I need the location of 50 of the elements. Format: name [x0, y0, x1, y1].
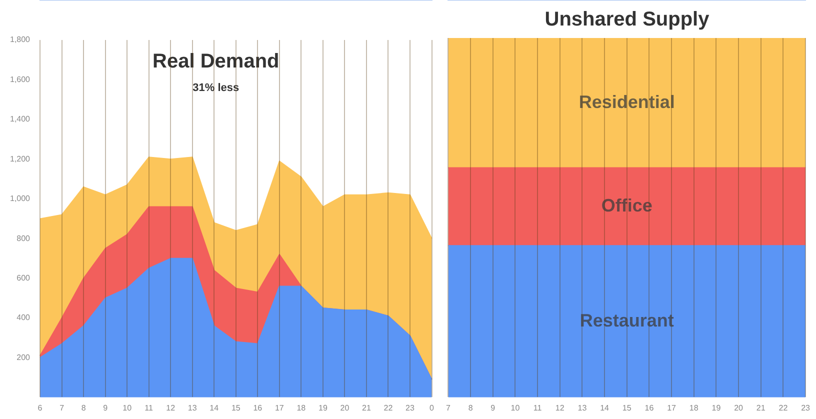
x-tick-label: 18: [296, 403, 306, 412]
x-tick-label: 9: [103, 403, 108, 412]
x-tick-label: 17: [274, 403, 284, 412]
text: Real Demand: [152, 50, 280, 73]
x-tick-label: 19: [712, 403, 722, 412]
y-tick-label: 1,400: [10, 114, 31, 124]
x-tick-label: 16: [644, 403, 654, 412]
x-tick-label: 12: [555, 403, 565, 412]
y-tick-label: 400: [16, 313, 31, 322]
x-tick-label: 10: [122, 403, 132, 412]
x-tick-label: 20: [340, 403, 350, 412]
x-tick-label: 14: [210, 403, 220, 412]
y-tick-label: 1,800: [10, 35, 31, 44]
x-tick-label: 9: [490, 403, 496, 412]
y-tick-label: 1,000: [10, 194, 31, 204]
x-tick-label: 16: [253, 403, 263, 412]
x-tick-label: 13: [578, 403, 588, 412]
x-tick-label: 0: [430, 403, 435, 412]
x-tick-label: 20: [734, 403, 744, 412]
x-tick-label: 22: [778, 403, 788, 412]
y-tick-label: 600: [16, 273, 31, 282]
x-tick-label: 19: [318, 403, 328, 412]
x-tick-label: 17: [667, 403, 677, 412]
x-tick-label: 23: [801, 403, 811, 412]
x-tick-label: 15: [231, 403, 241, 412]
series-label: Office: [601, 196, 652, 216]
x-tick-label: 7: [60, 403, 65, 412]
text: 31% less: [192, 82, 240, 94]
x-tick-label: 7: [446, 403, 451, 412]
x-tick-label: 11: [533, 403, 542, 412]
y-tick-label: 1,200: [10, 154, 31, 164]
x-tick-label: 14: [600, 403, 610, 412]
x-tick-label: 11: [144, 403, 154, 412]
x-tick-label: 21: [756, 403, 766, 412]
x-tick-label: 6: [38, 403, 43, 412]
series-label: Residential: [578, 92, 675, 112]
x-tick-label: 8: [468, 403, 474, 412]
x-tick-label: 13: [188, 403, 198, 412]
x-tick-label: 21: [362, 403, 372, 412]
x-tick-label: 8: [81, 403, 86, 412]
y-tick-label: 800: [16, 234, 31, 243]
y-tick-label: 200: [16, 352, 31, 362]
x-tick-label: 12: [166, 403, 176, 412]
x-tick-label: 23: [406, 403, 416, 412]
x-tick-label: 18: [689, 403, 699, 412]
y-tick-label: 1,600: [10, 74, 31, 84]
x-tick-label: 15: [622, 403, 632, 412]
x-tick-label: 22: [384, 403, 394, 412]
chart-title: Unshared Supply: [544, 8, 710, 31]
x-tick-label: 10: [510, 403, 520, 412]
